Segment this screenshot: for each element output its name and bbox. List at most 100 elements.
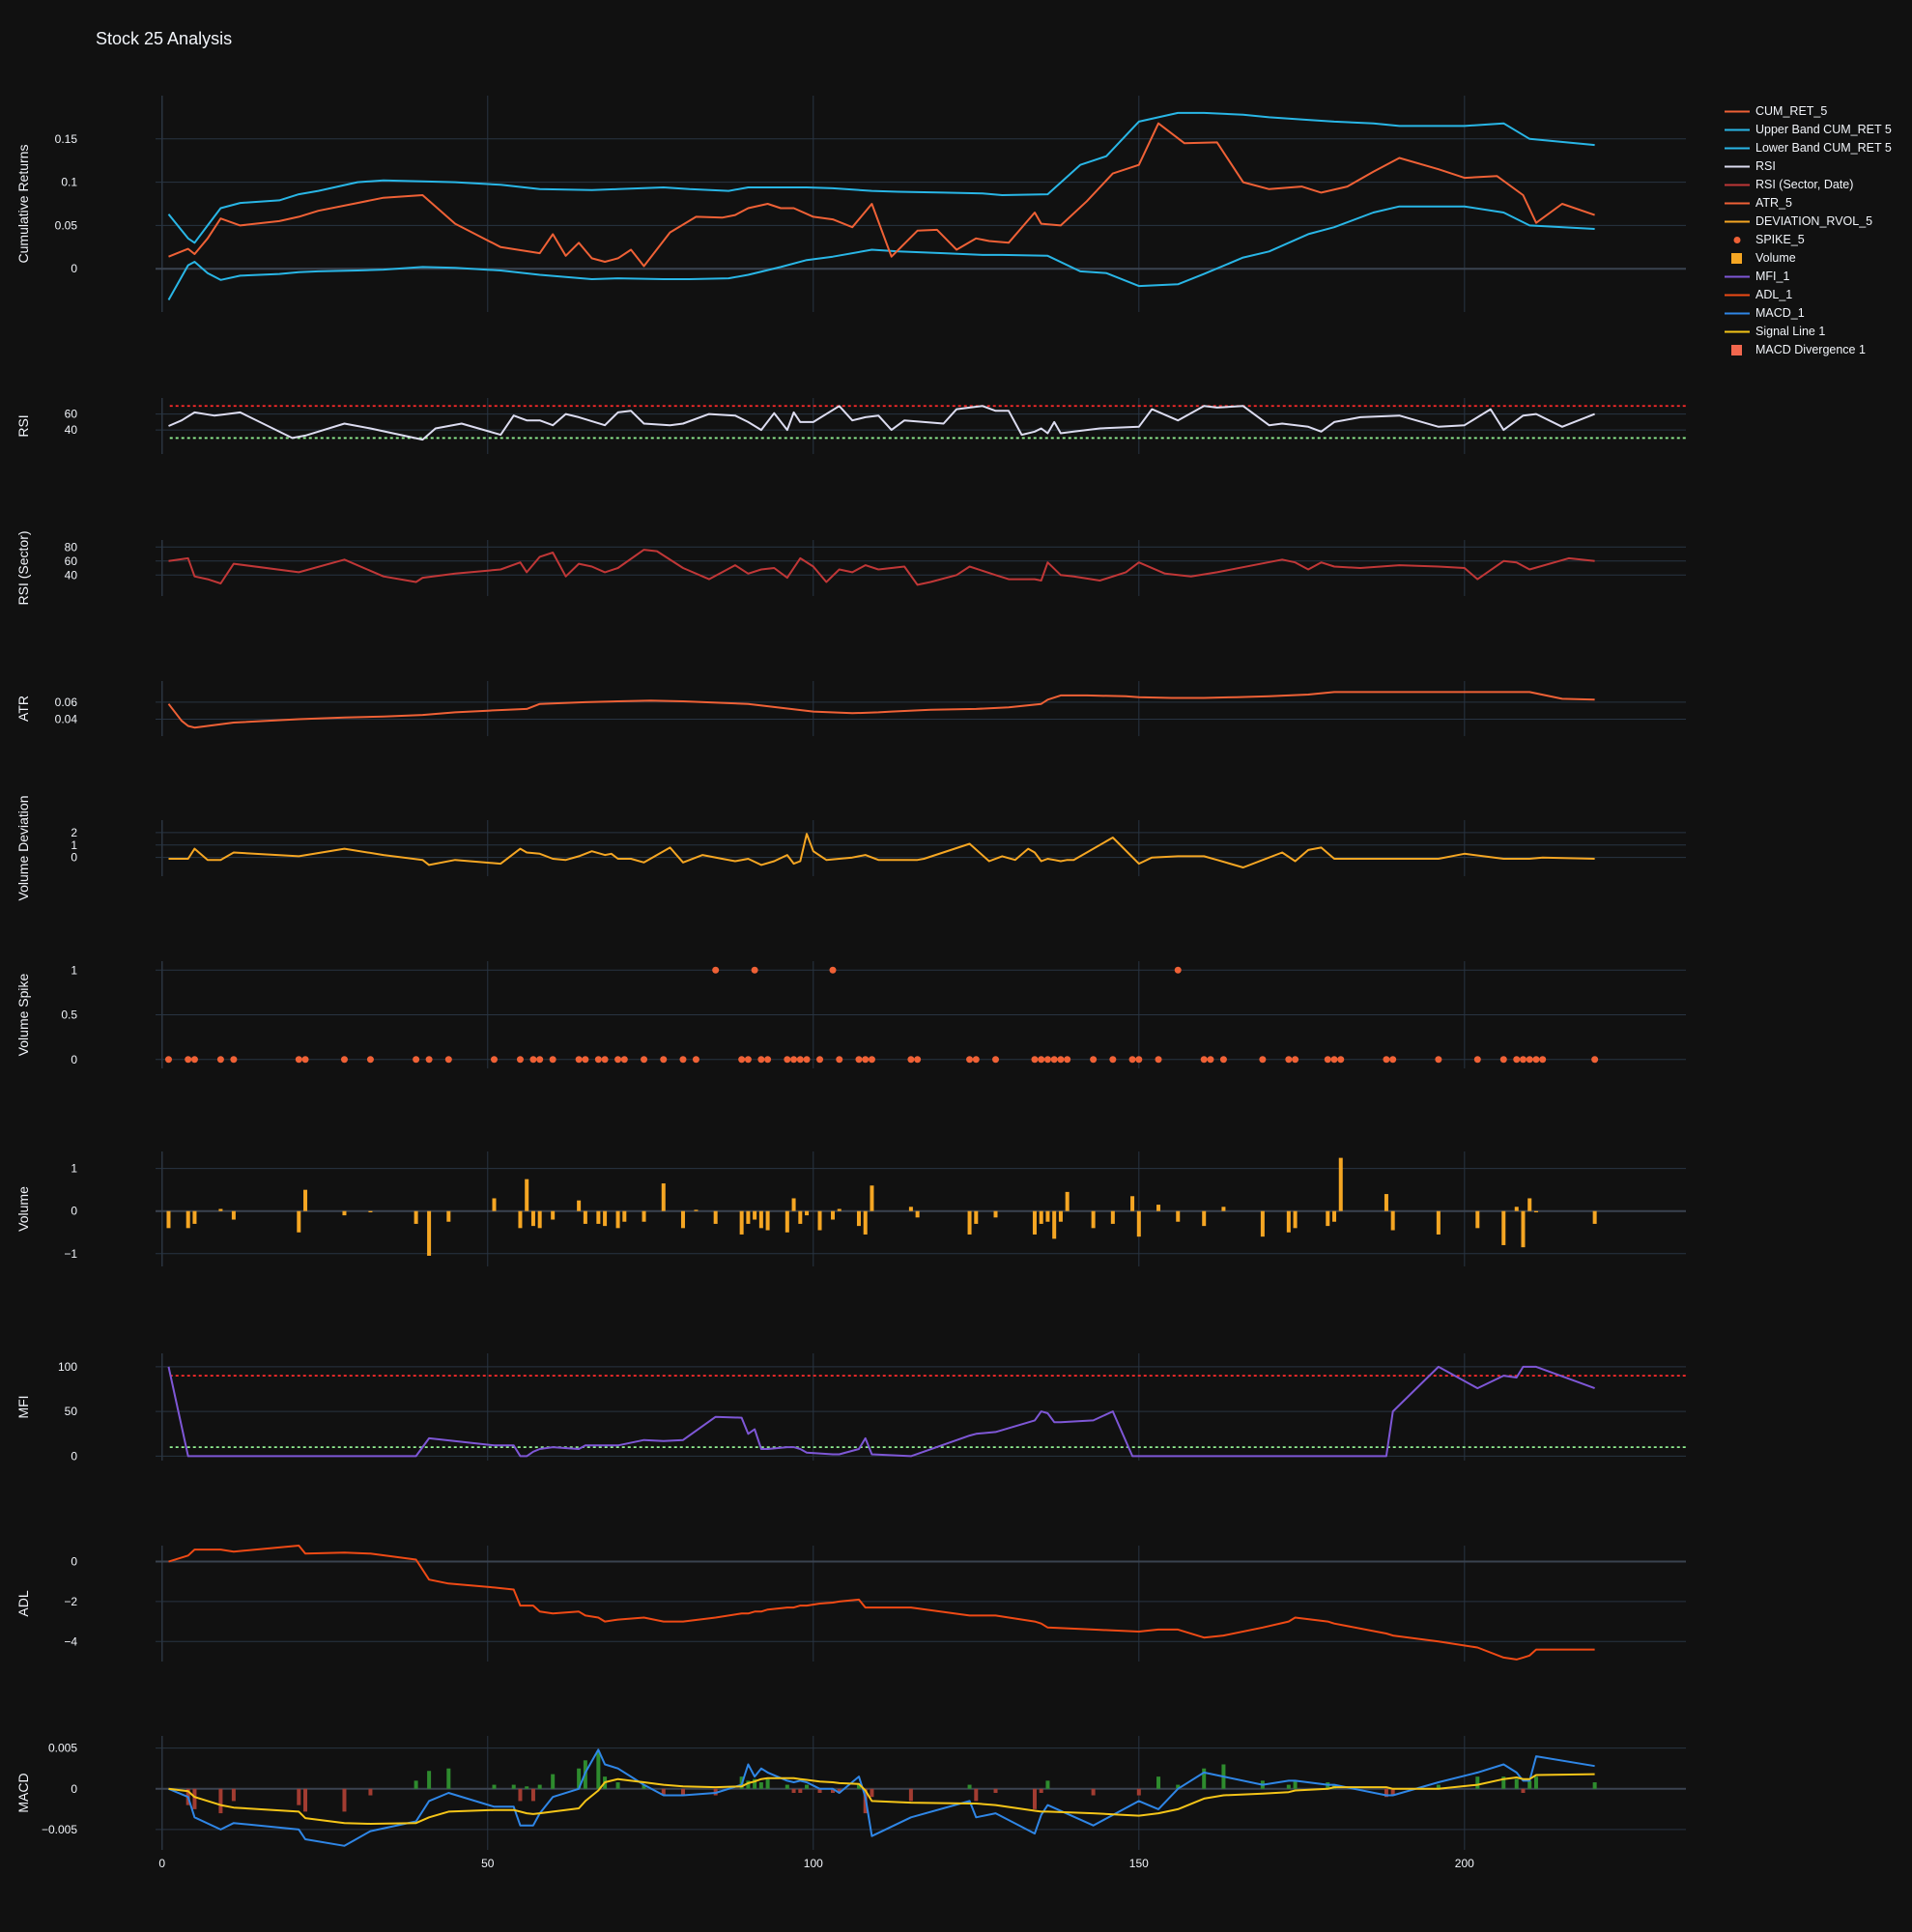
- bar: [1475, 1210, 1480, 1229]
- point: [529, 1056, 537, 1064]
- legend-item[interactable]: Lower Band CUM_RET 5: [1720, 139, 1908, 157]
- point: [836, 1056, 843, 1064]
- bar: [577, 1200, 582, 1211]
- point: [1337, 1056, 1345, 1064]
- bar: [785, 1784, 789, 1789]
- bar: [1293, 1210, 1298, 1229]
- bar: [530, 1788, 535, 1802]
- bar: [492, 1198, 497, 1211]
- point: [301, 1056, 309, 1064]
- legend-item[interactable]: MACD_1: [1720, 304, 1908, 323]
- bar: [427, 1771, 432, 1789]
- bar: [1527, 1780, 1532, 1789]
- y-tick-label: 0.5: [61, 1009, 77, 1022]
- legend-item[interactable]: RSI: [1720, 157, 1908, 176]
- y-tick-label: 1: [71, 963, 77, 977]
- bar: [1032, 1210, 1037, 1235]
- point: [582, 1056, 589, 1064]
- legend-item[interactable]: ADL_1: [1720, 286, 1908, 304]
- point: [751, 966, 758, 974]
- y-tick-label: 40: [65, 568, 78, 582]
- bar: [615, 1210, 620, 1229]
- point: [1435, 1056, 1442, 1064]
- legend-label: MACD Divergence 1: [1755, 343, 1866, 356]
- bar: [831, 1210, 836, 1220]
- bar: [856, 1784, 861, 1789]
- legend-item[interactable]: MACD Divergence 1: [1720, 341, 1908, 359]
- legend-label: SPIKE_5: [1755, 233, 1805, 246]
- bar: [1436, 1210, 1441, 1235]
- point: [491, 1056, 499, 1064]
- bar: [1058, 1210, 1063, 1222]
- legend-label: Lower Band CUM_RET 5: [1755, 141, 1892, 155]
- bar: [765, 1210, 770, 1231]
- legend-item[interactable]: MFI_1: [1720, 268, 1908, 286]
- bar: [1091, 1788, 1096, 1796]
- bar: [446, 1768, 451, 1789]
- point: [966, 1056, 974, 1064]
- y-tick-label: −4: [64, 1634, 77, 1648]
- bar: [1592, 1210, 1597, 1224]
- point: [185, 1056, 192, 1064]
- point: [413, 1056, 420, 1064]
- legend[interactable]: CUM_RET_5 Upper Band CUM_RET 5 Lower Band …: [1720, 102, 1908, 359]
- bar: [1202, 1768, 1207, 1789]
- legend-item[interactable]: RSI (Sector, Date): [1720, 176, 1908, 194]
- bar: [817, 1788, 822, 1793]
- point: [1038, 1056, 1045, 1064]
- legend-item[interactable]: Upper Band CUM_RET 5: [1720, 121, 1908, 139]
- legend-label: RSI (Sector, Date): [1755, 178, 1854, 191]
- point: [1064, 1056, 1071, 1064]
- point: [764, 1056, 772, 1064]
- bar: [577, 1768, 582, 1789]
- legend-item[interactable]: SPIKE_5: [1720, 231, 1908, 249]
- bar: [642, 1784, 646, 1789]
- x-tick-label: 200: [1455, 1857, 1474, 1870]
- series-line: [167, 1365, 1595, 1458]
- y-tick-label: 1: [71, 838, 77, 852]
- point: [1513, 1056, 1521, 1064]
- series-line: [168, 122, 1595, 268]
- point: [1330, 1056, 1338, 1064]
- point: [216, 1056, 224, 1064]
- bar: [680, 1210, 685, 1229]
- legend-item[interactable]: ATR_5: [1720, 194, 1908, 213]
- y-tick-label: 0: [71, 1555, 77, 1569]
- point: [594, 1056, 602, 1064]
- legend-swatch: [1725, 294, 1750, 297]
- bar: [1032, 1788, 1037, 1809]
- point: [829, 966, 837, 974]
- bar: [1286, 1210, 1291, 1233]
- y-axis-title: Volume Spike: [15, 973, 31, 1056]
- legend-item[interactable]: DEVIATION_RVOL_5: [1720, 213, 1908, 231]
- bar: [967, 1210, 972, 1235]
- point: [1591, 1056, 1599, 1064]
- legend-item[interactable]: CUM_RET_5: [1720, 102, 1908, 121]
- point: [1389, 1056, 1397, 1064]
- bar: [805, 1784, 810, 1789]
- y-tick-label: −0.005: [42, 1823, 77, 1836]
- legend-item[interactable]: Volume: [1720, 249, 1908, 268]
- legend-label: ATR_5: [1755, 196, 1792, 210]
- series-line: [168, 833, 1595, 868]
- bar: [518, 1788, 523, 1802]
- y-tick-label: 50: [65, 1405, 78, 1418]
- bar: [297, 1788, 301, 1805]
- legend-item[interactable]: Signal Line 1: [1720, 323, 1908, 341]
- bar: [1091, 1210, 1096, 1229]
- bar: [368, 1210, 373, 1213]
- bar: [303, 1189, 308, 1211]
- point: [1043, 1056, 1051, 1064]
- y-axis-title: Volume Deviation: [15, 796, 31, 901]
- bar: [837, 1788, 842, 1793]
- bar: [1326, 1210, 1330, 1227]
- bar: [870, 1185, 874, 1211]
- point: [862, 1056, 870, 1064]
- legend-swatch: [1725, 275, 1750, 278]
- bar: [1136, 1210, 1141, 1237]
- legend-label: DEVIATION_RVOL_5: [1755, 214, 1873, 228]
- point: [738, 1056, 746, 1064]
- x-tick-label: 0: [158, 1857, 165, 1870]
- bar: [791, 1788, 796, 1793]
- point: [340, 1056, 348, 1064]
